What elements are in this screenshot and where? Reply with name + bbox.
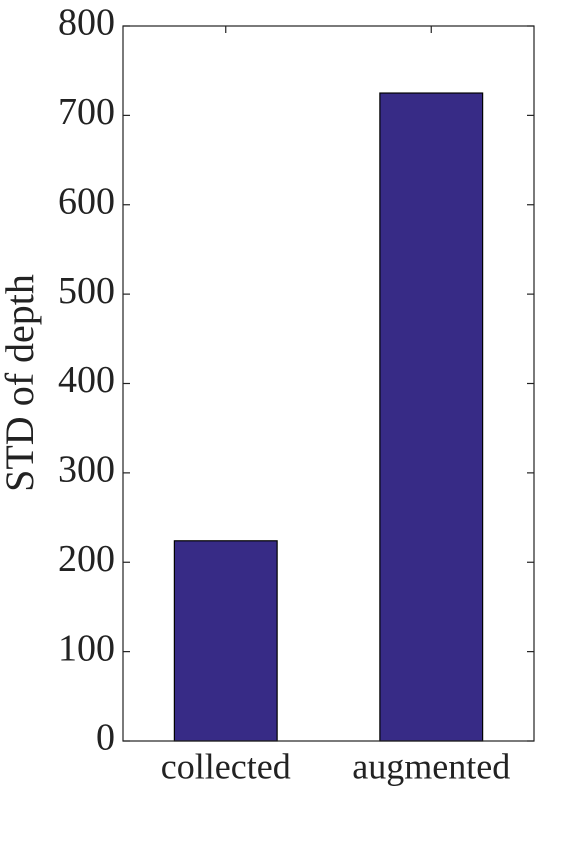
y-axis-label: STD of depth xyxy=(0,274,42,492)
y-tick-label: 800 xyxy=(58,2,115,44)
y-tick-label: 100 xyxy=(58,627,115,669)
bar xyxy=(379,92,484,742)
y-tick-label: 500 xyxy=(58,270,115,312)
bar xyxy=(173,540,278,742)
y-tick-label: 0 xyxy=(96,717,115,759)
y-tick-label: 600 xyxy=(58,180,115,222)
plot-frame xyxy=(122,25,535,742)
x-tick-label: augmented xyxy=(352,746,510,786)
x-tick-label: collected xyxy=(161,746,291,786)
y-tick-label: 700 xyxy=(58,91,115,133)
y-tick-label: 300 xyxy=(58,449,115,491)
y-tick-label: 400 xyxy=(58,359,115,401)
y-tick-label: 200 xyxy=(58,538,115,580)
